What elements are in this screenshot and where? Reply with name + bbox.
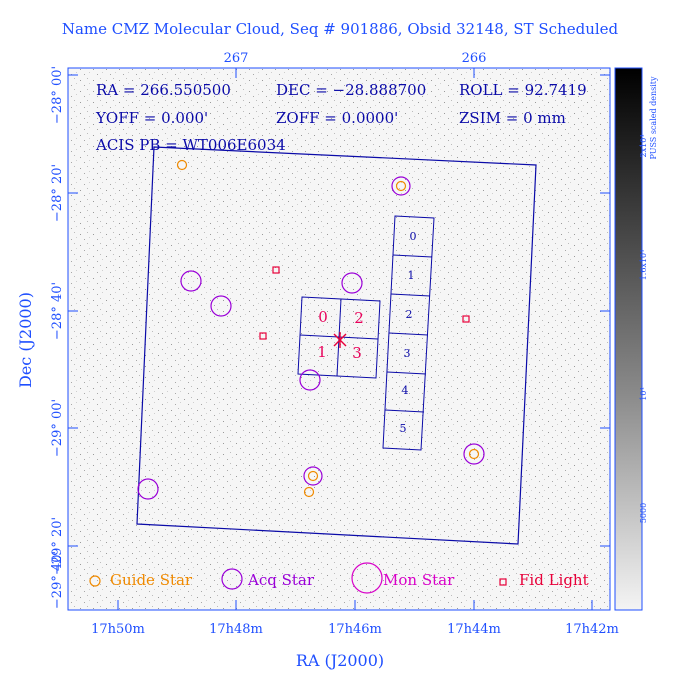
plot-title: Name CMZ Molecular Cloud, Seq # 901886, …	[62, 20, 619, 38]
guide-star-legend-icon	[89, 575, 101, 587]
left-tick-label: −28° 00'	[50, 66, 65, 124]
y-axis-label: Dec (J2000)	[16, 292, 35, 388]
colorbar-tick-label: 1.6x10⁴	[639, 250, 648, 281]
guide-star-legend-label: Guide Star	[110, 571, 193, 589]
zoff-value: ZOFF = 0.0000'	[276, 109, 398, 127]
acis-s-chip-label: 4	[402, 384, 409, 397]
acis-i-chip-label: 0	[318, 308, 328, 326]
acis-s-chip-label: 2	[406, 308, 413, 321]
bottom-tick-label: 17h44m	[447, 622, 501, 637]
top-tick-label: 267	[224, 51, 249, 66]
bottom-tick-label: 17h48m	[209, 622, 263, 637]
left-tick-label: −28° 40'	[50, 282, 65, 340]
left-tick-label: −29° 40'	[50, 551, 65, 609]
left-tick-label: −28° 20'	[50, 164, 65, 222]
left-tick-label: −29° 20'	[50, 517, 65, 575]
fid-lights	[259, 266, 470, 340]
acis-s-chip-label: 5	[400, 422, 407, 435]
acis-s-array	[382, 215, 435, 451]
colorbar-tick-label: 5000	[639, 503, 648, 523]
colorbar-label: PUSS scaled density	[649, 76, 658, 160]
plot-frame	[67, 67, 611, 611]
zsim-value: ZSIM = 0 mm	[459, 109, 566, 127]
acis-i-array	[297, 296, 381, 379]
colorbar-tick-label: 2x10⁴	[639, 135, 648, 158]
bottom-tick-label: 17h46m	[328, 622, 382, 637]
acis-i-chip-label: 1	[317, 343, 327, 361]
aimpoint-marker	[333, 332, 347, 348]
roll-value: ROLL = 92.7419	[459, 81, 587, 99]
acis-i-chip-label: 3	[352, 344, 362, 362]
bottom-tick-label: 17h50m	[91, 622, 145, 637]
colorbar	[614, 67, 643, 611]
acis-s-chip-label: 0	[410, 230, 417, 243]
colorbar-tick-label: 10⁴	[639, 387, 648, 400]
mon-star-legend-label: Mon Star	[383, 571, 455, 589]
bottom-tick-label: 17h42m	[565, 622, 619, 637]
top-tick-label: 266	[462, 51, 487, 66]
fid-light-legend-label: Fid Light	[519, 571, 589, 589]
dec-value: DEC = −28.888700	[276, 81, 426, 99]
field-boundary	[136, 146, 537, 545]
acq-star-legend-label: Acq Star	[247, 571, 315, 589]
yoff-value: YOFF = 0.000'	[95, 109, 208, 127]
guide-stars	[176, 159, 480, 498]
fid-light-legend-icon	[499, 578, 507, 586]
acis-i-chip-label: 2	[354, 309, 364, 327]
acis-pb-value: ACIS PB = WT006E6034	[95, 136, 286, 154]
acis-s-chip-label: 3	[404, 347, 411, 360]
axis-ticks	[68, 68, 610, 610]
footer-timestamp: lwang 29-Jan-2026 09:02	[549, 667, 676, 678]
ra-value: RA = 266.550500	[96, 81, 231, 99]
x-axis-label: RA (J2000)	[296, 651, 384, 670]
legend: Guide Star Acq Star Mon Star Fid Light	[89, 562, 589, 594]
left-tick-label: −29° 00'	[50, 399, 65, 457]
acq-stars	[137, 176, 485, 500]
mon-star-legend-icon	[351, 562, 383, 594]
acis-s-chip-label: 1	[408, 269, 415, 282]
acq-star-legend-icon	[221, 568, 243, 590]
